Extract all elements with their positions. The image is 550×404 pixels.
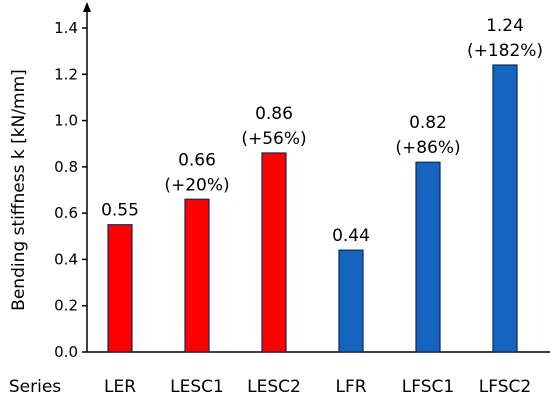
y-tick-label: 0.0 <box>54 343 78 361</box>
category-label: LFR <box>335 377 366 397</box>
bar-lfsc1 <box>415 161 441 353</box>
category-label: LFSC1 <box>402 377 454 397</box>
bars <box>107 64 518 353</box>
category-label: LESC2 <box>247 377 301 397</box>
x-axis-label: Series <box>9 377 61 397</box>
bar-lfr <box>338 249 364 353</box>
bar-change-label: (+86%) <box>395 138 460 158</box>
y-tick-label: 0.8 <box>54 158 78 176</box>
bar-value-label: 0.44 <box>332 226 370 246</box>
y-axis-arrow <box>83 2 91 12</box>
y-tick-label: 0.4 <box>54 250 78 268</box>
bar-value-label: 0.55 <box>101 201 139 221</box>
bar-value-label: 0.86 <box>255 104 293 124</box>
bar-labels: 0.55 0.66 (+20%) 0.86 (+56%) 0.44 0.82 (+86%) 1.… <box>101 16 543 246</box>
bar-change-label: (+56%) <box>241 129 306 149</box>
category-labels: LER LESC1 LESC2 LFR LFSC1 LFSC2 <box>104 377 531 397</box>
bar-lesc2 <box>261 152 287 353</box>
bar-ler <box>107 224 133 353</box>
bar-value-label: 0.66 <box>178 150 216 170</box>
y-ticks: 0.0 0.2 0.4 0.6 0.8 1.0 1.2 1.4 <box>54 19 87 361</box>
y-axis-label: Bending stiffness k [kN/mm] <box>9 69 29 311</box>
category-label: LESC1 <box>170 377 224 397</box>
y-tick-label: 0.2 <box>54 297 78 315</box>
bar-lesc1 <box>184 198 210 353</box>
y-tick-label: 1.2 <box>54 65 78 83</box>
bar-lfsc2 <box>492 64 518 353</box>
category-label: LER <box>104 377 136 397</box>
y-tick-label: 1.0 <box>54 112 78 130</box>
bar-change-label: (+182%) <box>467 41 543 61</box>
category-label: LFSC2 <box>479 377 531 397</box>
bar-change-label: (+20%) <box>164 175 229 195</box>
bar-value-label: 0.82 <box>409 113 447 133</box>
y-tick-label: 1.4 <box>54 19 78 37</box>
bar-value-label: 1.24 <box>486 16 524 36</box>
y-tick-label: 0.6 <box>54 204 78 222</box>
